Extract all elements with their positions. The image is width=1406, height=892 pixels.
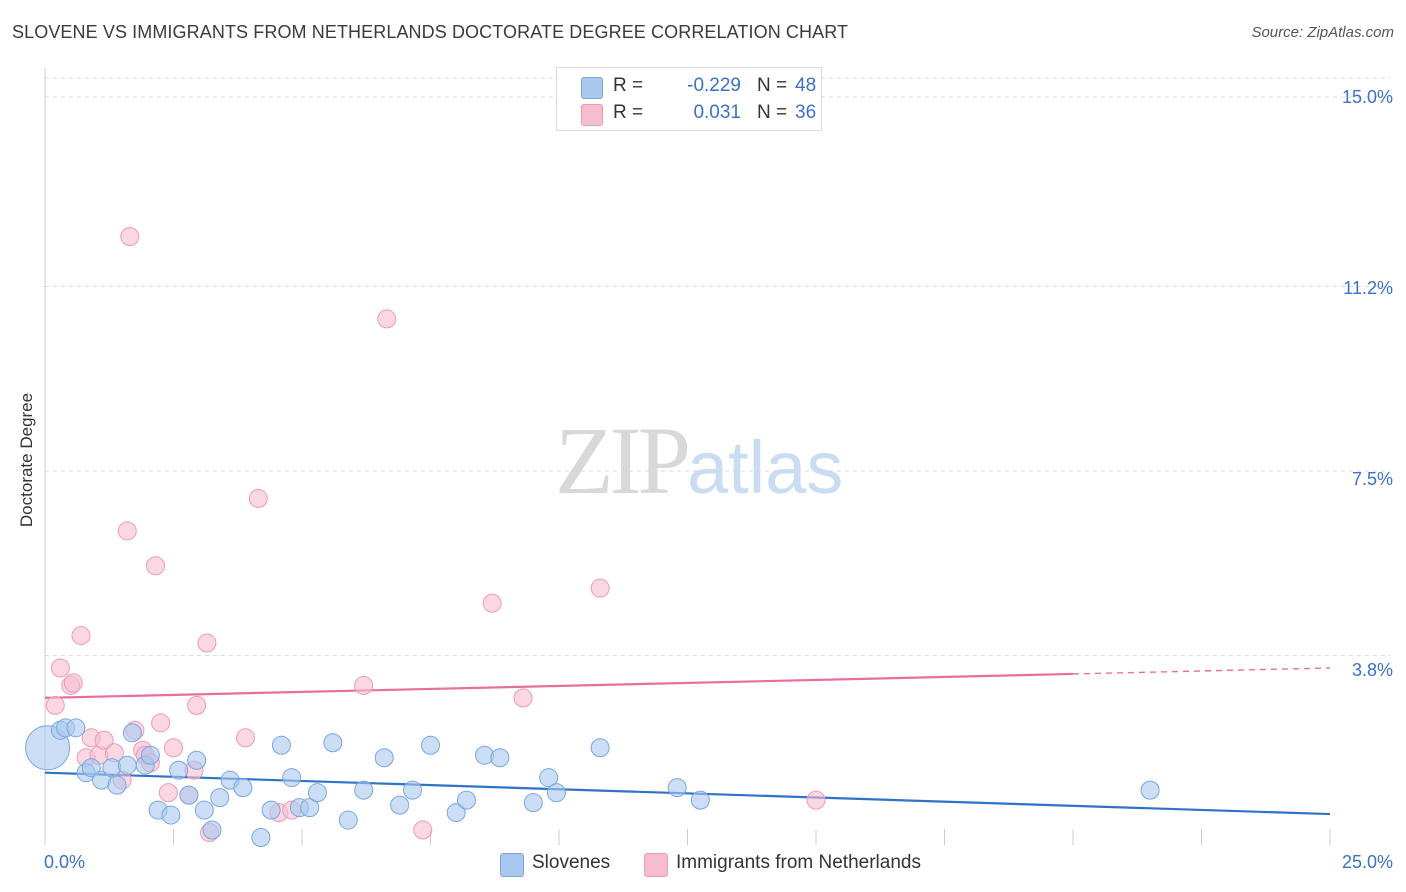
netherlands-point	[158, 783, 178, 803]
source-label: Source: ZipAtlas.com	[1251, 24, 1394, 41]
y-tick-label: 11.2%	[1343, 278, 1393, 298]
slovenes-point	[261, 800, 281, 820]
netherlands-point	[117, 521, 137, 541]
y-tick-label: 7.5%	[1351, 469, 1393, 489]
netherlands-point	[71, 626, 91, 646]
netherlands-point	[45, 695, 65, 715]
slovenes-swatch	[500, 853, 524, 877]
slovenes-point	[282, 768, 302, 788]
netherlands-point	[806, 790, 826, 810]
y-axis-label: Doctorate Degree	[17, 392, 36, 528]
slovenes-point	[107, 775, 127, 795]
slovenes-point	[117, 755, 137, 775]
slovenes-point	[300, 798, 320, 818]
slovenes-point	[251, 828, 271, 848]
y-tick-label: 15.0%	[1341, 87, 1393, 107]
netherlands-point	[63, 673, 83, 693]
series-legend: Slovenes Immigrants from Netherlands	[0, 852, 1406, 878]
netherlands-swatch	[581, 104, 603, 126]
slovenes-point	[374, 748, 394, 768]
chart-title: SLOVENE VS IMMIGRANTS FROM NETHERLANDS D…	[12, 22, 849, 42]
slovenes-point	[690, 790, 710, 810]
slovenes-point	[667, 778, 687, 798]
netherlands-point	[164, 738, 183, 758]
r-value: 0.031	[693, 102, 741, 123]
netherlands-point	[482, 593, 502, 613]
legend-label: Immigrants from Netherlands	[676, 852, 921, 873]
y-tick-label: 3.8%	[1351, 660, 1393, 680]
r-value: -0.229	[687, 75, 741, 96]
correlation-legend: R = -0.229 N = 48 R = 0.031 N = 36	[556, 67, 822, 131]
netherlands-trend-line	[44, 672, 1074, 699]
slovenes-point	[140, 745, 160, 765]
slovenes-point	[590, 738, 610, 758]
slovenes-point	[187, 750, 207, 770]
n-value: 36	[795, 102, 817, 123]
slovenes-point	[271, 735, 291, 755]
slovenes-point	[490, 748, 510, 768]
r-label: R =	[613, 75, 644, 96]
slovenes-point	[403, 780, 423, 800]
slovenes-point	[233, 778, 253, 798]
n-label: N =	[757, 75, 788, 96]
slovenes-point	[307, 783, 327, 803]
slovenes-point	[202, 820, 222, 840]
netherlands-point	[590, 578, 610, 598]
slovenes-point	[338, 810, 358, 830]
slovenes-point	[194, 800, 214, 820]
netherlands-point	[413, 820, 433, 840]
netherlands-point	[94, 730, 114, 750]
netherlands-point	[187, 695, 207, 715]
slovenes-trend-line	[44, 771, 1331, 816]
slovenes-point	[539, 768, 559, 788]
slovenes-swatch	[581, 77, 603, 99]
slovenes-point	[1140, 780, 1160, 800]
netherlands-point	[248, 488, 268, 508]
netherlands-point	[354, 675, 374, 695]
legend-label: Slovenes	[532, 852, 611, 873]
netherlands-point	[235, 728, 255, 748]
netherlands-point	[120, 227, 140, 247]
netherlands-point	[197, 633, 217, 653]
x-tick-label: 25.0%	[1341, 852, 1393, 872]
netherlands-point	[377, 309, 397, 329]
slovenes-point	[390, 795, 410, 815]
netherlands-point	[151, 713, 171, 733]
slovenes-point	[354, 780, 374, 800]
slovenes-point	[169, 760, 189, 780]
slovenes-point	[323, 733, 343, 753]
slovenes-point	[421, 735, 440, 755]
slovenes-point	[161, 805, 181, 825]
slovenes-point	[81, 758, 101, 778]
netherlands-point	[513, 688, 533, 708]
netherlands-swatch	[644, 853, 668, 877]
n-value: 48	[795, 75, 817, 96]
slovenes-point	[122, 723, 142, 743]
slovenes-point	[456, 790, 476, 810]
netherlands-point	[50, 658, 70, 678]
slovenes-point	[446, 803, 466, 823]
r-label: R =	[613, 102, 644, 123]
slovenes-point	[66, 718, 86, 738]
netherlands-point	[146, 556, 166, 576]
netherlands-trend-line-extension	[1072, 667, 1331, 675]
slovenes-point	[546, 783, 566, 803]
slovenes-point	[179, 785, 199, 805]
slovenes-point	[523, 793, 543, 813]
n-label: N =	[757, 102, 788, 123]
x-tick-label: 0.0%	[44, 852, 86, 872]
slovenes-point	[210, 788, 230, 808]
